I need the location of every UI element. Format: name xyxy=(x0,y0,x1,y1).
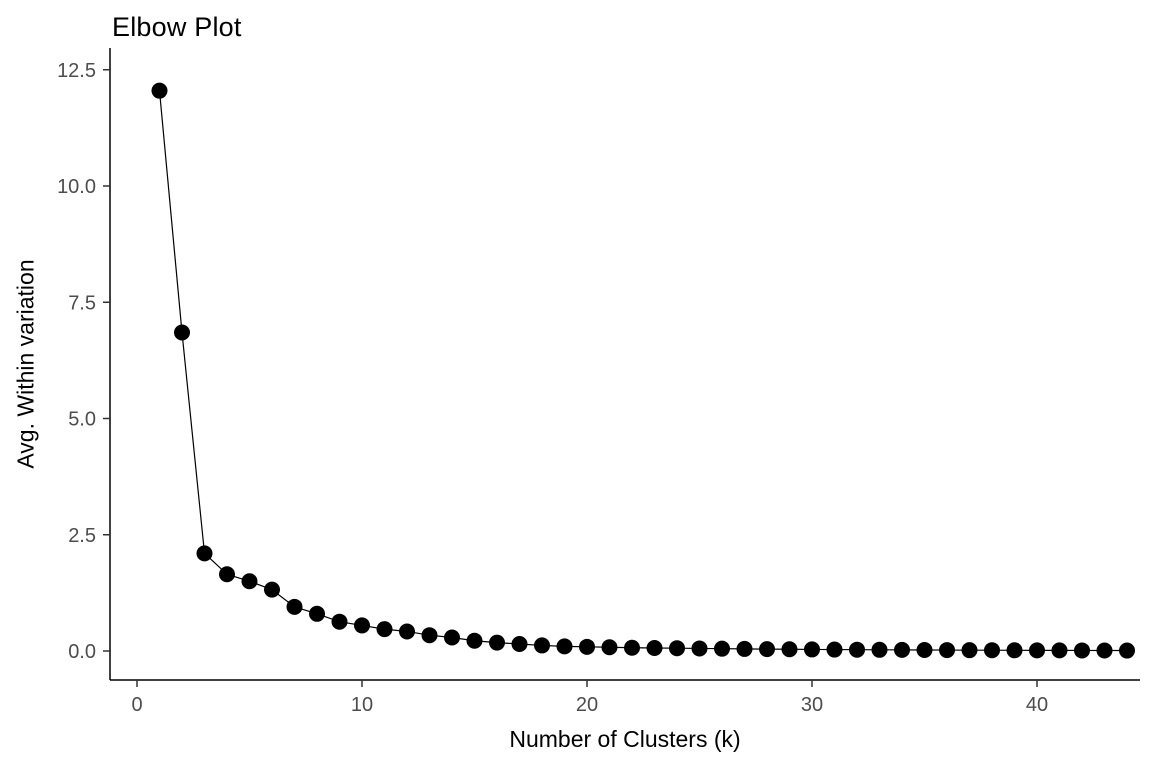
x-tick-label: 20 xyxy=(576,694,598,716)
data-point xyxy=(669,640,685,657)
data-point xyxy=(511,636,528,653)
data-point xyxy=(331,613,348,630)
data-point xyxy=(759,641,775,658)
data-point xyxy=(961,642,978,659)
data-point xyxy=(241,573,258,590)
data-point xyxy=(826,641,843,658)
data-point xyxy=(489,634,505,651)
x-axis-ticks: 0 10 20 30 40 xyxy=(131,680,1048,716)
data-point xyxy=(174,324,190,341)
data-point xyxy=(421,627,438,644)
data-point xyxy=(556,638,573,655)
y-tick-label: 2.5 xyxy=(68,525,96,547)
chart-title: Elbow Plot xyxy=(112,12,242,42)
data-point xyxy=(804,641,820,658)
data-point xyxy=(1006,642,1023,659)
data-point xyxy=(534,637,550,654)
data-point xyxy=(714,640,730,657)
data-point xyxy=(444,629,460,646)
y-tick-label: 0.0 xyxy=(68,641,96,663)
data-point xyxy=(1074,642,1090,659)
x-tick-label: 10 xyxy=(351,694,373,716)
x-tick-label: 40 xyxy=(1026,694,1048,716)
y-tick-label: 10.0 xyxy=(57,176,96,198)
data-point xyxy=(646,639,663,656)
data-point xyxy=(399,623,415,640)
data-point xyxy=(916,641,933,658)
data-point xyxy=(1119,642,1135,659)
data-point xyxy=(849,641,865,658)
data-point xyxy=(736,640,753,657)
x-tick-label: 0 xyxy=(131,694,142,716)
y-tick-label: 12.5 xyxy=(57,60,96,82)
data-point xyxy=(376,621,393,638)
data-point xyxy=(151,82,168,99)
data-point xyxy=(264,581,280,598)
data-point xyxy=(1051,642,1068,659)
data-point xyxy=(286,598,303,615)
data-point xyxy=(939,642,955,659)
data-point xyxy=(1096,642,1113,659)
data-point xyxy=(1029,642,1045,659)
y-axis-ticks: 0.0 2.5 5.0 7.5 10.0 12.5 xyxy=(57,60,110,663)
axes xyxy=(109,48,1140,681)
data-point xyxy=(309,605,325,622)
data-point xyxy=(196,545,213,562)
data-point xyxy=(781,641,798,658)
y-tick-label: 7.5 xyxy=(68,292,96,314)
data-point xyxy=(691,640,708,657)
data-point xyxy=(871,641,888,658)
x-tick-label: 30 xyxy=(801,694,823,716)
data-point xyxy=(219,566,235,583)
data-point xyxy=(579,638,595,655)
data-point xyxy=(354,617,370,634)
data-line xyxy=(158,90,1128,652)
x-axis-label: Number of Clusters (k) xyxy=(509,726,741,752)
data-point xyxy=(601,639,618,656)
data-point xyxy=(984,642,1000,659)
data-point xyxy=(624,639,640,656)
data-point xyxy=(894,641,910,658)
y-tick-label: 5.0 xyxy=(68,409,96,431)
data-point xyxy=(466,632,483,649)
data-points xyxy=(151,82,1135,659)
